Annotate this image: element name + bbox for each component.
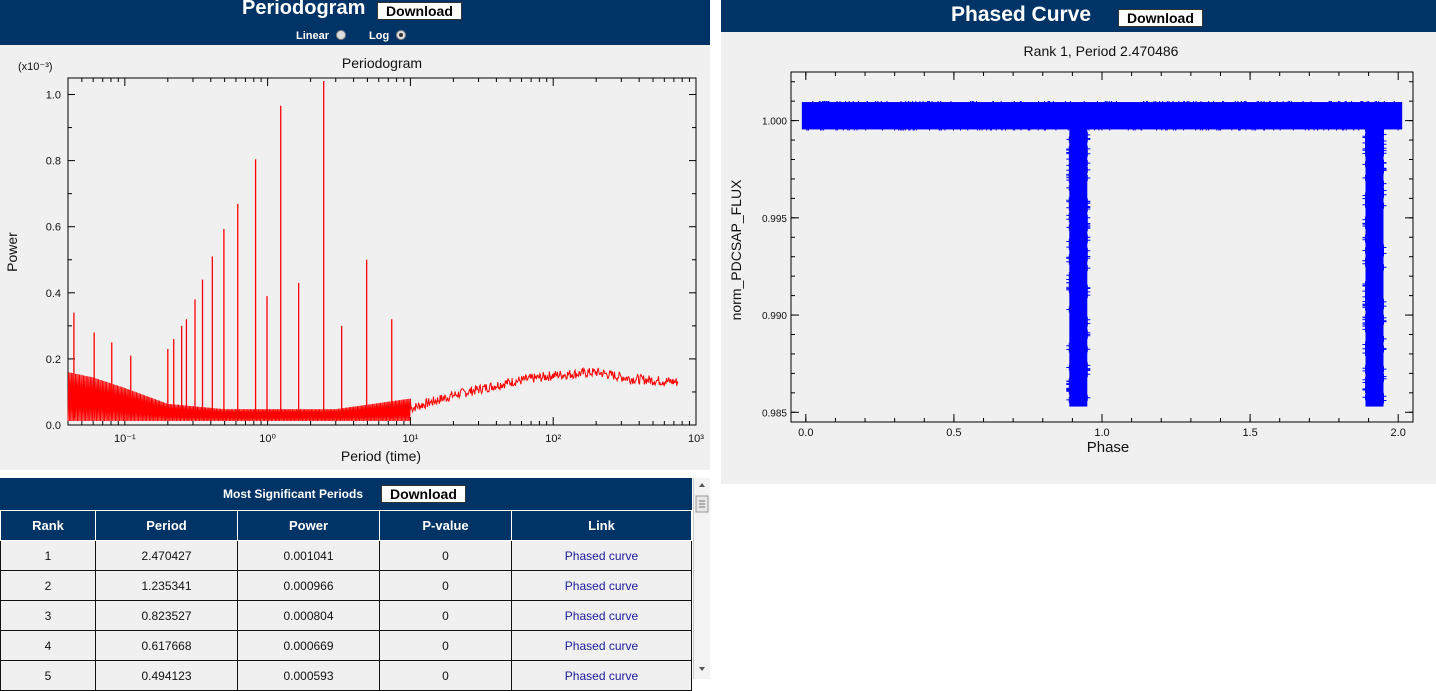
x-tick-label: 0.5 — [946, 427, 961, 439]
periodogram-chart: Periodogram (x10⁻³) Power Period (time) … — [4, 55, 704, 464]
y-tick-label: 0.6 — [46, 222, 61, 234]
periodogram-download-button[interactable]: Download — [377, 2, 462, 20]
table-row: 3 0.823527 0.000804 0 Phased curve — [0, 600, 692, 631]
periodogram-frame — [67, 77, 697, 426]
power-cell: 0.000593 — [237, 660, 380, 691]
linear-radio[interactable] — [336, 30, 346, 40]
column-header-rank: Rank — [0, 510, 96, 541]
column-header-power: Power — [237, 510, 380, 541]
x-tick-label: 1.5 — [1242, 427, 1257, 439]
column-header-pvalue: P-value — [379, 510, 512, 541]
x-tick-label: 10² — [545, 433, 561, 445]
phased-xlabel: Phase — [1087, 439, 1130, 456]
periodogram-multiplier: (x10⁻³) — [18, 61, 53, 73]
table-row: 4 0.617668 0.000669 0 Phased curve — [0, 630, 692, 661]
table-row: 1 2.470427 0.001041 0 Phased curve — [0, 540, 692, 571]
periodogram-xlabel: Period (time) — [341, 448, 421, 464]
rank-cell: 2 — [0, 570, 96, 601]
phased-download-button[interactable]: Download — [1118, 9, 1203, 27]
transit-column — [1069, 105, 1088, 407]
pvalue-cell: 0 — [379, 570, 512, 601]
table-scrollbar[interactable] — [693, 478, 710, 679]
period-cell: 2.470427 — [95, 540, 238, 571]
column-header-link: Link — [511, 510, 692, 541]
period-cell: 0.823527 — [95, 600, 238, 631]
phased-curve-link[interactable]: Phased curve — [511, 630, 692, 661]
pvalue-cell: 0 — [379, 540, 512, 571]
x-tick-label: 0.0 — [798, 427, 813, 439]
phased-curve-link[interactable]: Phased curve — [511, 540, 692, 571]
periods-table-download-button[interactable]: Download — [381, 485, 466, 503]
periodogram-header: Periodogram Download Linear Log — [0, 0, 710, 45]
power-cell: 0.000966 — [237, 570, 380, 601]
phased-header: Phased Curve Download — [721, 0, 1436, 32]
period-cell: 0.617668 — [95, 630, 238, 661]
phased-curve-link[interactable]: Phased curve — [511, 660, 692, 691]
column-header-period: Period — [95, 510, 238, 541]
phased-chart: Rank 1, Period 2.470486 norm_PDCSAP_FLUX… — [728, 43, 1414, 456]
rank-cell: 3 — [0, 600, 96, 631]
rank-cell: 1 — [0, 540, 96, 571]
table-row: 2 1.235341 0.000966 0 Phased curve — [0, 570, 692, 601]
phased-markers — [803, 101, 1402, 404]
scroll-down-arrow-icon[interactable] — [699, 667, 705, 671]
rank-cell: 4 — [0, 630, 96, 661]
y-tick-label: 0.8 — [46, 156, 61, 168]
pvalue-cell: 0 — [379, 660, 512, 691]
transit-column — [1365, 105, 1384, 407]
x-tick-label: 10¹ — [402, 433, 418, 445]
log-radio[interactable] — [396, 30, 406, 40]
period-cell: 1.235341 — [95, 570, 238, 601]
period-cell: 0.494123 — [95, 660, 238, 691]
periodogram-plot-title: Periodogram — [342, 55, 422, 71]
y-tick-label: 0.2 — [46, 354, 61, 366]
rank-cell: 5 — [0, 660, 96, 691]
x-tick-label: 1.0 — [1094, 427, 1109, 439]
x-tick-label: 10⁻¹ — [114, 433, 136, 445]
phased-plot-title: Rank 1, Period 2.470486 — [1024, 43, 1179, 59]
phased-title: Phased Curve — [951, 3, 1092, 26]
periods-table: Rank Period Power P-value Link 1 2.47042… — [0, 510, 692, 691]
table-row: 5 0.494123 0.000593 0 Phased curve — [0, 660, 692, 691]
pvalue-cell: 0 — [379, 630, 512, 661]
periods-table-header: Most Significant Periods Download — [0, 478, 692, 510]
y-tick-label: 1.000 — [762, 117, 787, 128]
periods-table-title: Most Significant Periods — [223, 487, 364, 501]
y-tick-label: 0.985 — [762, 408, 787, 419]
power-cell: 0.000804 — [237, 600, 380, 631]
pvalue-cell: 0 — [379, 600, 512, 631]
periodogram-ylabel: Power — [4, 232, 20, 272]
periodogram-line — [67, 366, 679, 422]
linear-option-label: Linear — [296, 30, 330, 42]
x-tick-label: 10³ — [688, 433, 704, 445]
phased-curve-link[interactable]: Phased curve — [511, 570, 692, 601]
table-header-row: Rank Period Power P-value Link — [0, 510, 692, 541]
y-tick-label: 0.4 — [46, 288, 61, 300]
periodogram-title: Periodogram — [242, 0, 366, 19]
power-cell: 0.000669 — [237, 630, 380, 661]
phased-ylabel: norm_PDCSAP_FLUX — [728, 179, 744, 320]
x-tick-label: 10⁰ — [259, 433, 276, 445]
scroll-up-arrow-icon[interactable] — [699, 483, 705, 487]
x-tick-label: 2.0 — [1391, 427, 1406, 439]
scrollbar-graphic — [695, 483, 709, 671]
y-tick-label: 0.995 — [762, 214, 787, 225]
log-option-label: Log — [369, 30, 390, 42]
y-tick-label: 0.0 — [46, 420, 61, 432]
phased-curve-link[interactable]: Phased curve — [511, 600, 692, 631]
y-tick-label: 0.990 — [762, 311, 787, 322]
power-cell: 0.001041 — [237, 540, 380, 571]
y-tick-label: 1.0 — [46, 90, 61, 102]
